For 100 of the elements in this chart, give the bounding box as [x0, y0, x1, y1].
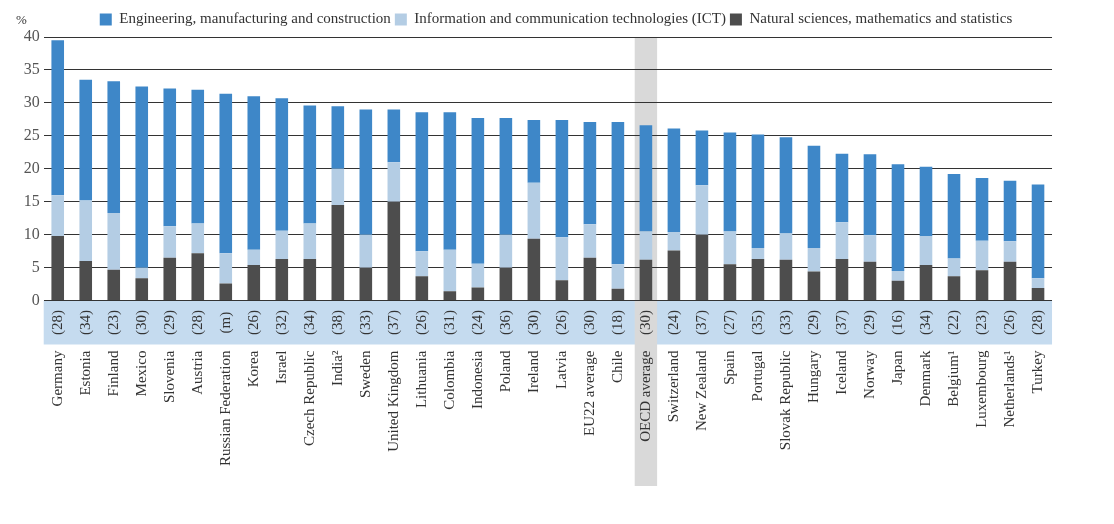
text: (27)	[720, 310, 738, 336]
bar	[583, 122, 597, 225]
text: (30)	[636, 310, 654, 336]
y-tick-label: 35	[23, 60, 40, 78]
text: (38)	[328, 310, 346, 336]
text: (22)	[944, 310, 962, 336]
bar	[835, 222, 849, 260]
text: (30)	[132, 310, 150, 336]
bar	[219, 283, 233, 301]
bar	[807, 247, 821, 272]
bar	[527, 238, 541, 301]
bar	[751, 247, 765, 260]
bar	[1003, 241, 1017, 262]
bar	[863, 235, 877, 262]
x-tick-label: Chile	[608, 350, 625, 384]
bar	[219, 93, 233, 254]
bar	[359, 234, 373, 268]
bar	[471, 263, 485, 288]
bar	[723, 132, 737, 232]
x-tick-label: Luxembourg	[972, 350, 989, 428]
bar	[51, 236, 65, 301]
x-tick-label: Spain	[720, 350, 737, 385]
bar	[779, 233, 793, 260]
x-tick-label: Japan	[888, 350, 905, 385]
bar	[527, 120, 541, 183]
bar	[555, 237, 569, 281]
bar	[303, 259, 317, 301]
text: (37)	[692, 310, 710, 336]
x-tick-label: Latvia	[552, 350, 569, 389]
x-tick-label: Norway	[860, 350, 877, 399]
bar	[191, 253, 205, 301]
bar	[499, 267, 513, 301]
bar	[275, 230, 289, 260]
x-tick-label: Israel	[272, 350, 289, 384]
bar	[611, 264, 625, 289]
text: (30)	[524, 310, 542, 336]
bar	[975, 240, 989, 271]
bar	[471, 287, 485, 301]
x-tick-label: Russian Federation	[216, 350, 233, 467]
bar	[163, 257, 177, 301]
bar	[919, 236, 933, 266]
text: (35)	[748, 310, 766, 336]
x-tick-label: Mexico	[132, 350, 149, 397]
x-tick-label: Czech Republic	[300, 350, 317, 446]
y-tick-label: 5	[31, 257, 40, 275]
text: (23)	[972, 310, 990, 336]
text: (36)	[496, 310, 514, 336]
bar	[387, 109, 401, 163]
bar	[863, 154, 877, 236]
bar	[443, 249, 457, 292]
text: (34)	[916, 310, 934, 336]
bar	[79, 261, 93, 301]
bar	[779, 259, 793, 301]
bar	[275, 98, 289, 231]
bar	[975, 270, 989, 301]
bar	[191, 223, 205, 254]
bar	[499, 118, 513, 235]
bar	[947, 276, 961, 301]
y-tick-label: 0	[31, 290, 40, 308]
x-tick-label: India²	[328, 350, 345, 386]
bar	[303, 223, 317, 260]
bar	[779, 137, 793, 234]
legend-label: Natural sciences, mathematics and statistics	[749, 10, 1013, 27]
x-tick-label: Estonia	[76, 350, 93, 396]
bar	[1003, 261, 1017, 301]
bar	[611, 288, 625, 301]
text: (26)	[412, 310, 430, 336]
bar	[639, 259, 653, 301]
x-tick-label: Ireland	[524, 350, 541, 394]
bar	[359, 109, 373, 235]
bar	[471, 118, 485, 264]
bar	[975, 178, 989, 241]
bar	[807, 271, 821, 301]
bar	[415, 251, 429, 277]
x-tick-label: Turkey	[1028, 350, 1045, 394]
text: (34)	[76, 310, 94, 336]
x-tick-label: Korea	[244, 350, 261, 388]
x-tick-label: Indonesia	[468, 350, 485, 409]
bar	[1031, 184, 1045, 279]
bar	[891, 280, 905, 301]
bar	[863, 261, 877, 301]
x-tick-label: New Zealand	[692, 350, 709, 431]
text: (29)	[804, 310, 822, 336]
x-tick-label: Germany	[48, 350, 65, 407]
x-tick-label: Portugal	[748, 350, 765, 402]
bar	[107, 212, 121, 270]
x-tick-label: Finland	[104, 350, 121, 397]
bar	[387, 201, 401, 301]
text: (33)	[356, 310, 374, 336]
x-tick-label: Hungary	[804, 350, 821, 404]
x-tick-label: OECD average	[636, 350, 653, 442]
bar	[79, 200, 93, 262]
x-tick-label: Poland	[496, 350, 513, 393]
legend-label: Engineering, manufacturing and construction	[119, 10, 392, 27]
x-tick-label: Denmark	[916, 350, 933, 407]
bar	[247, 249, 261, 266]
bar	[443, 291, 457, 301]
y-tick-label: 40	[23, 27, 40, 45]
bar	[415, 276, 429, 301]
text: (32)	[272, 310, 290, 336]
